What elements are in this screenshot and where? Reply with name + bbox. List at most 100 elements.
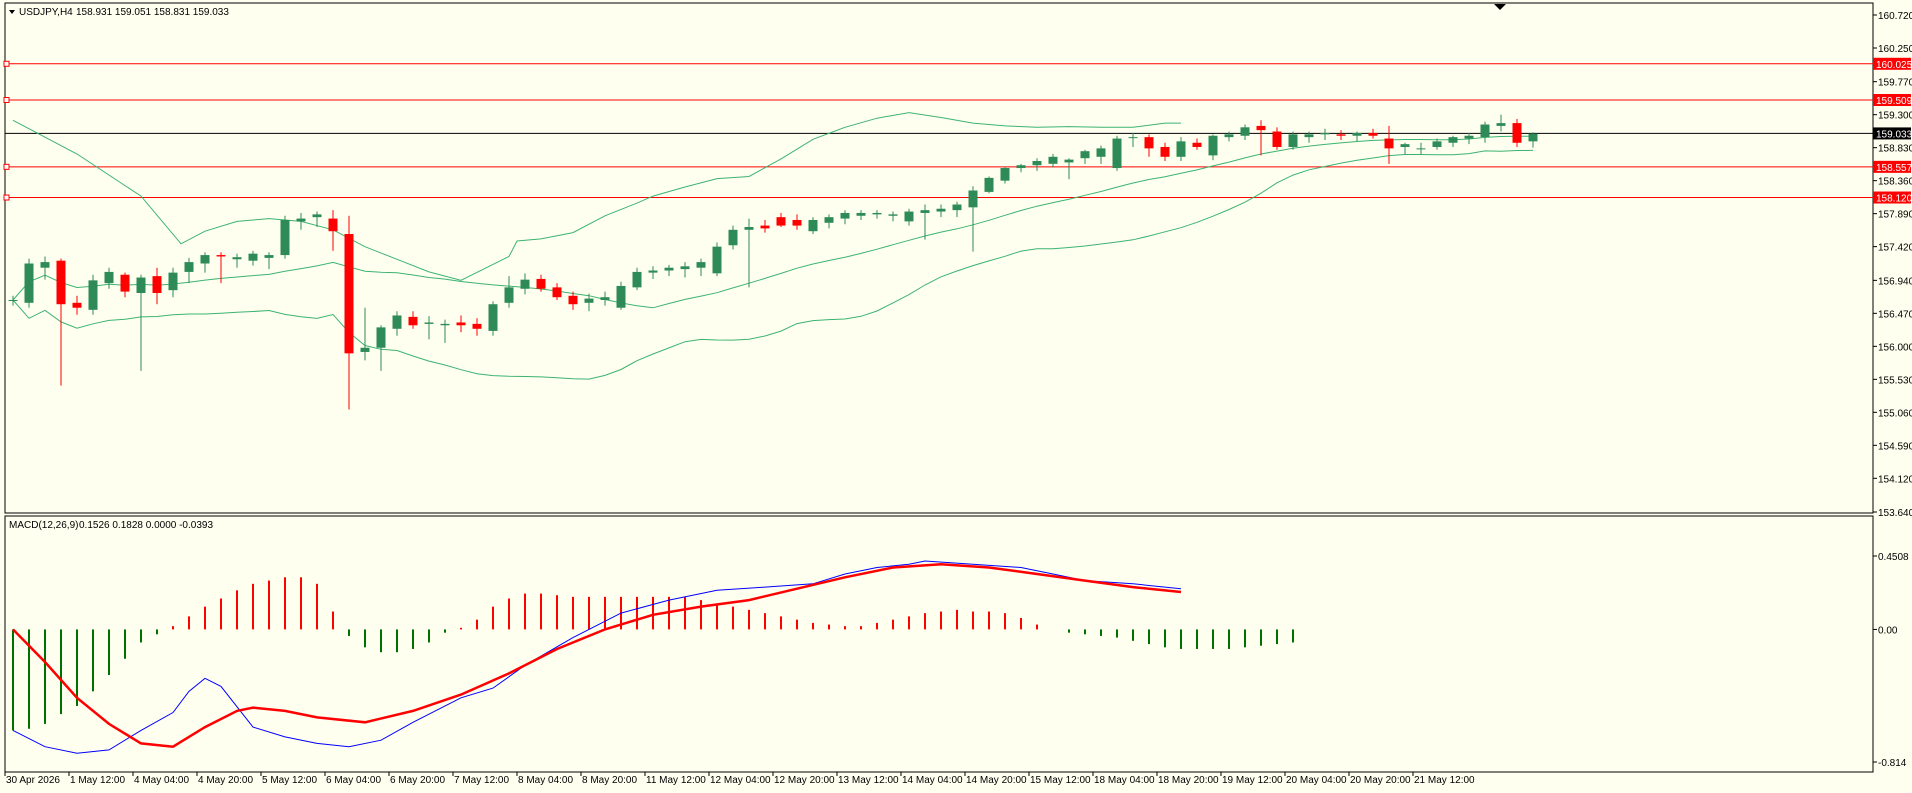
candle-62 xyxy=(1000,166,1010,184)
price-tick-label-0: 160.720 xyxy=(1878,11,1912,22)
candle-73 xyxy=(1176,137,1186,162)
candle-75 xyxy=(1208,134,1218,161)
candle-6 xyxy=(104,267,114,289)
candle-72 xyxy=(1160,142,1170,162)
candle-74 xyxy=(1192,138,1202,150)
candle-45 xyxy=(728,225,738,250)
time-tick-label-22: 21 May 12:00 xyxy=(1414,775,1475,786)
candle-68 xyxy=(1096,145,1106,164)
price-tick-label-5: 158.360 xyxy=(1878,177,1912,188)
time-tick-label-16: 15 May 12:00 xyxy=(1030,775,1091,786)
time-tick-label-19: 19 May 12:00 xyxy=(1222,775,1283,786)
candle-23 xyxy=(376,325,386,371)
candle-1 xyxy=(24,258,34,308)
price-tick-label-3: 159.300 xyxy=(1878,111,1912,122)
candle-7 xyxy=(120,272,130,298)
price-tick-label-8: 156.940 xyxy=(1878,276,1912,287)
price-tick-label-15: 153.640 xyxy=(1878,508,1912,519)
time-tick-label-0: 30 Apr 2026 xyxy=(6,775,60,786)
time-tick-label-14: 14 May 04:00 xyxy=(902,775,963,786)
time-tick-label-8: 8 May 04:00 xyxy=(518,775,573,786)
price-tick-label-14: 154.120 xyxy=(1878,474,1912,485)
level-anchor-2[interactable] xyxy=(3,163,10,170)
candle-35 xyxy=(568,291,578,310)
candle-59 xyxy=(952,201,962,218)
candle-44 xyxy=(712,242,722,277)
candle-76 xyxy=(1224,131,1234,142)
price-tick-label-7: 157.420 xyxy=(1878,243,1912,254)
candle-86 xyxy=(1384,125,1394,164)
candle-60 xyxy=(968,186,978,252)
candle-22 xyxy=(360,307,370,361)
level-anchor-3[interactable] xyxy=(3,194,10,201)
candle-20 xyxy=(328,210,338,251)
bollinger-bands xyxy=(12,112,1534,380)
candle-27 xyxy=(440,319,450,343)
candle-11 xyxy=(184,257,194,284)
candle-85 xyxy=(1368,128,1378,139)
time-tick-label-12: 12 May 20:00 xyxy=(774,775,835,786)
time-tick-label-9: 8 May 20:00 xyxy=(582,775,637,786)
candle-28 xyxy=(456,315,466,333)
level-anchor-1[interactable] xyxy=(3,97,10,104)
symbol-dropdown-arrow-icon[interactable] xyxy=(9,10,15,14)
level-price-tag-0 xyxy=(1873,57,1911,70)
candle-61 xyxy=(984,176,994,194)
candle-94 xyxy=(1512,118,1522,147)
candle-93 xyxy=(1496,114,1506,132)
candle-79 xyxy=(1272,127,1282,150)
candle-77 xyxy=(1240,124,1250,140)
candle-50 xyxy=(808,217,818,235)
macd-title: MACD(12,26,9) xyxy=(9,520,78,531)
time-tick-label-21: 20 May 20:00 xyxy=(1350,775,1411,786)
time-tick-label-1: 1 May 12:00 xyxy=(70,775,125,786)
current-price-tag xyxy=(1873,127,1911,140)
time-tick-label-4: 5 May 12:00 xyxy=(262,775,317,786)
candle-57 xyxy=(920,204,930,240)
level-price-tag-1 xyxy=(1873,94,1911,107)
ohlc-readout: 158.931 159.051 158.831 159.033 xyxy=(76,7,229,18)
price-tick-label-11: 155.530 xyxy=(1878,375,1912,386)
candle-54 xyxy=(872,210,882,219)
candle-39 xyxy=(632,267,642,291)
level-anchor-0[interactable] xyxy=(3,60,10,67)
candle-48 xyxy=(776,212,786,227)
bollinger-lower-line xyxy=(12,149,1534,380)
candle-36 xyxy=(584,293,594,312)
candle-32 xyxy=(520,273,530,295)
candle-14 xyxy=(232,253,242,268)
candle-46 xyxy=(744,218,754,288)
time-tick-label-7: 7 May 12:00 xyxy=(454,775,509,786)
candle-51 xyxy=(824,214,834,229)
macd-tick-label-0: 0.4508 xyxy=(1878,552,1909,563)
bollinger-upper-line xyxy=(12,112,1181,281)
candle-52 xyxy=(840,210,850,225)
candle-69 xyxy=(1112,135,1122,171)
candle-8 xyxy=(136,274,146,371)
candle-31 xyxy=(504,276,514,308)
candle-41 xyxy=(664,264,674,277)
price-tick-label-6: 157.890 xyxy=(1878,210,1912,221)
level-lines[interactable] xyxy=(3,60,1873,201)
candle-56 xyxy=(904,208,914,226)
candle-70 xyxy=(1128,132,1138,147)
candle-53 xyxy=(856,210,866,220)
shift-marker-icon[interactable] xyxy=(1494,4,1506,10)
time-tick-label-11: 12 May 04:00 xyxy=(710,775,771,786)
time-tick-label-17: 18 May 04:00 xyxy=(1094,775,1155,786)
price-tick-label-2: 159.770 xyxy=(1878,78,1912,89)
candle-5 xyxy=(88,274,98,315)
candle-26 xyxy=(424,316,434,340)
price-tick-label-4: 158.830 xyxy=(1878,144,1912,155)
candle-19 xyxy=(312,211,322,227)
symbol-label[interactable]: USDJPY,H4 xyxy=(19,7,73,18)
time-tick-label-3: 4 May 20:00 xyxy=(198,775,253,786)
candle-12 xyxy=(200,252,210,273)
time-tick-label-6: 6 May 20:00 xyxy=(390,775,445,786)
bollinger-middle-line xyxy=(12,135,1534,309)
macd-axis: 0.4508 0.00 -0.814 xyxy=(1873,552,1909,769)
candle-78 xyxy=(1256,120,1266,156)
candle-58 xyxy=(936,204,946,218)
candle-90 xyxy=(1448,135,1458,147)
